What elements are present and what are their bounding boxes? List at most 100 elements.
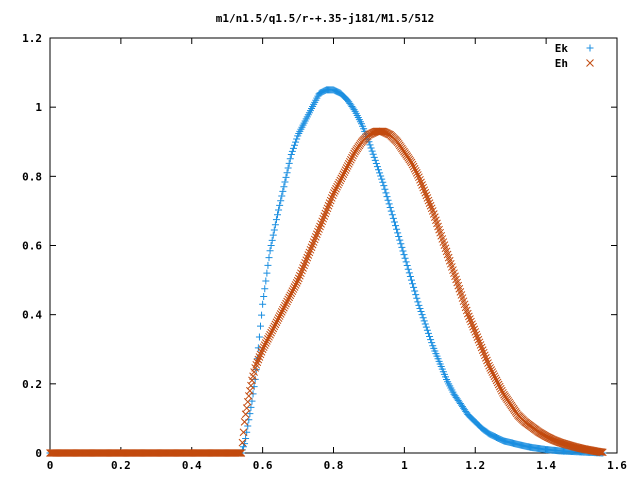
- data-point-eh: [426, 201, 435, 210]
- data-point-ek: [427, 336, 435, 344]
- data-point-eh: [410, 164, 419, 173]
- data-point-eh: [425, 199, 434, 207]
- data-point-eh: [303, 253, 312, 262]
- data-point-eh: [332, 184, 340, 193]
- data-point-eh: [270, 322, 279, 331]
- data-point-eh: [598, 448, 607, 457]
- data-point-eh: [275, 312, 284, 320]
- data-point-eh: [421, 188, 430, 197]
- data-point-ek: [417, 308, 425, 316]
- data-point-eh: [418, 181, 426, 189]
- data-point-eh: [467, 317, 475, 326]
- data-point-eh: [297, 269, 305, 278]
- data-point-eh: [301, 258, 310, 267]
- data-point-ek: [396, 236, 404, 244]
- data-point-ek: [289, 144, 297, 152]
- data-point-ek: [268, 236, 276, 244]
- data-point-eh: [308, 240, 317, 249]
- data-point-eh: [309, 238, 318, 246]
- data-point-ek: [287, 151, 295, 159]
- data-point-eh: [254, 355, 263, 364]
- data-point-ek: [414, 298, 422, 306]
- x-tick-label: 0.6: [253, 459, 273, 472]
- data-point-ek: [278, 192, 286, 200]
- data-point-eh: [463, 309, 472, 318]
- data-point-ek: [385, 200, 393, 208]
- data-point-ek: [411, 287, 419, 295]
- data-point-ek: [350, 106, 358, 114]
- data-point-ek: [420, 317, 428, 325]
- data-point-ek: [402, 258, 410, 266]
- data-point-eh: [482, 354, 490, 362]
- data-point-ek: [428, 339, 436, 347]
- x-tick-label: 1.4: [536, 459, 556, 472]
- data-point-eh: [417, 178, 425, 187]
- data-point-eh: [284, 295, 292, 304]
- data-point-ek: [370, 153, 378, 161]
- data-point-eh: [413, 171, 422, 179]
- data-point-ek: [244, 422, 252, 430]
- data-point-eh: [597, 448, 606, 457]
- data-point-eh: [474, 335, 483, 344]
- data-point-eh: [276, 310, 285, 318]
- data-point-ek: [377, 172, 385, 180]
- data-point-ek: [267, 242, 275, 249]
- data-point-eh: [252, 360, 261, 369]
- x-tick-label: 0.8: [324, 459, 344, 472]
- data-point-eh: [490, 372, 499, 381]
- data-point-eh: [305, 248, 314, 257]
- data-point-ek: [390, 218, 398, 226]
- data-point-eh: [283, 297, 291, 306]
- data-point-eh: [343, 162, 352, 170]
- data-point-eh: [488, 368, 497, 376]
- data-point-eh: [271, 320, 280, 329]
- data-point-ek: [394, 229, 402, 237]
- data-point-eh: [256, 350, 265, 359]
- data-point-eh: [349, 151, 357, 160]
- legend-label-eh: Eh: [555, 57, 568, 70]
- data-point-eh: [340, 168, 349, 177]
- data-point-eh: [475, 338, 484, 347]
- data-point-eh: [339, 170, 348, 179]
- x-tick-label: 1.2: [465, 459, 485, 472]
- data-point-ek: [263, 269, 271, 277]
- data-point-eh: [281, 301, 289, 310]
- data-point-eh: [293, 276, 302, 285]
- data-point-ek: [409, 280, 417, 288]
- data-point-ek: [242, 434, 250, 442]
- y-tick-label: 0: [35, 447, 42, 460]
- data-point-ek: [279, 187, 287, 195]
- data-point-ek: [421, 320, 429, 328]
- data-point-ek: [398, 243, 406, 251]
- data-point-eh: [336, 176, 345, 185]
- data-point-ek: [282, 173, 290, 181]
- data-point-ek: [281, 178, 289, 186]
- data-point-eh: [274, 314, 283, 322]
- data-point-eh: [324, 201, 333, 210]
- data-point-eh: [317, 220, 325, 228]
- legend: Ek Eh: [555, 42, 594, 70]
- data-point-eh: [286, 291, 295, 300]
- legend-label-ek: Ek: [555, 42, 569, 55]
- series-eh: [46, 127, 607, 457]
- data-point-ek: [388, 211, 396, 219]
- data-point-ek: [262, 277, 270, 285]
- data-point-ek: [405, 269, 413, 277]
- data-point-eh: [260, 341, 269, 349]
- data-point-ek: [404, 265, 412, 273]
- data-point-eh: [468, 320, 476, 329]
- data-point-eh: [294, 274, 303, 283]
- data-point-eh: [416, 175, 424, 184]
- data-point-eh: [408, 160, 417, 169]
- data-point-eh: [314, 227, 322, 236]
- data-point-ek: [241, 440, 249, 448]
- y-tick-label: 1.2: [22, 32, 42, 45]
- data-point-eh: [328, 191, 337, 200]
- data-point-ek: [261, 285, 269, 293]
- data-point-ek: [283, 169, 291, 177]
- data-point-eh: [335, 178, 344, 187]
- data-point-eh: [484, 359, 492, 367]
- legend-x-icon: [586, 59, 594, 67]
- data-point-eh: [499, 388, 507, 397]
- data-point-ek: [274, 211, 282, 219]
